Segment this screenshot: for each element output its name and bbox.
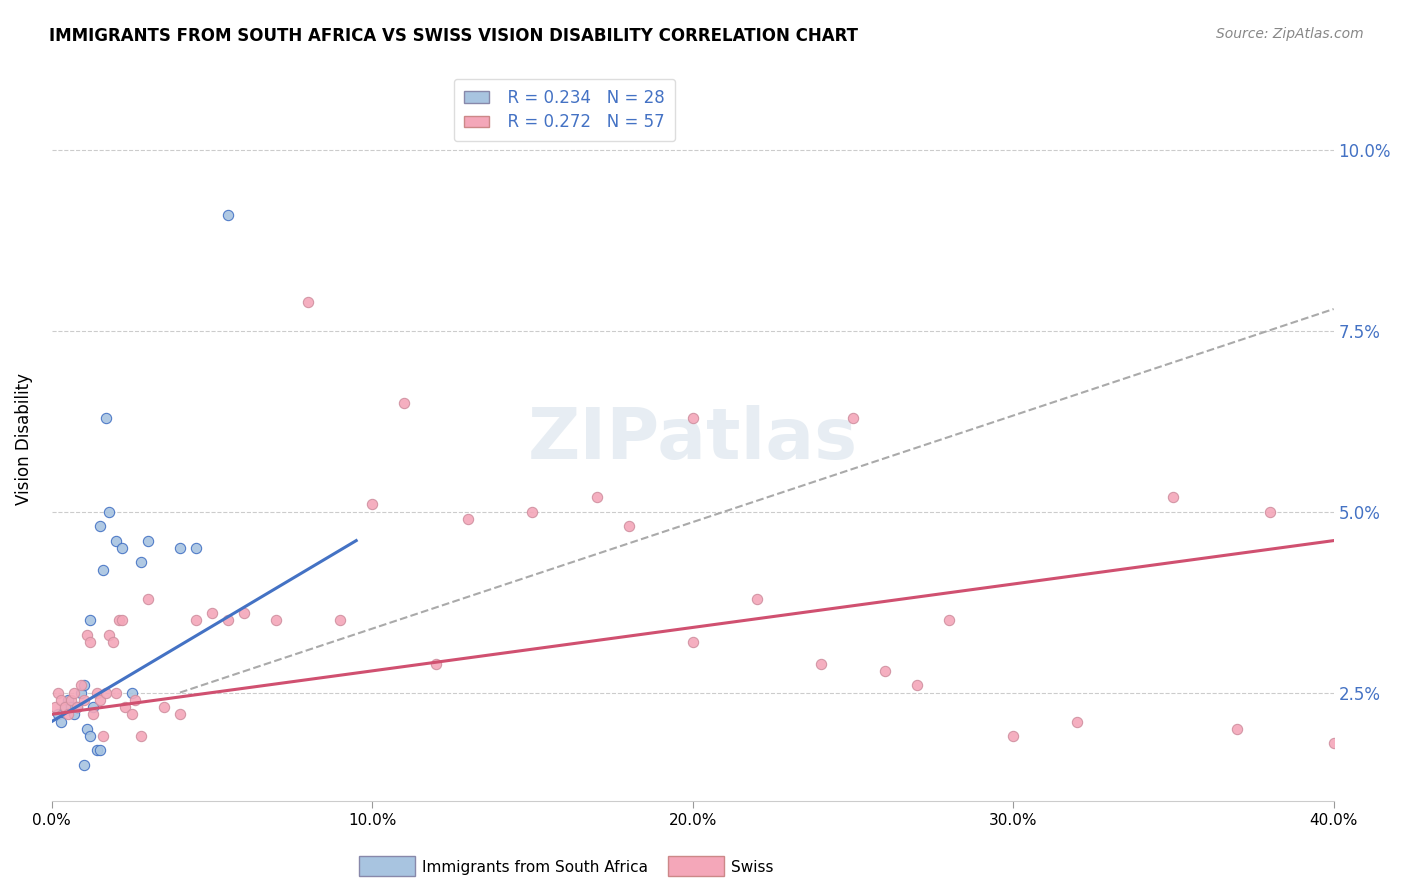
Point <box>873 664 896 678</box>
Point <box>217 208 239 222</box>
Point <box>394 396 416 410</box>
Text: ZIPatlas: ZIPatlas <box>527 405 858 474</box>
Point <box>617 519 640 533</box>
Point <box>59 700 82 714</box>
Point <box>69 685 91 699</box>
Point <box>73 678 96 692</box>
Point <box>1258 505 1281 519</box>
Point <box>264 613 287 627</box>
Point <box>153 700 176 714</box>
Point <box>98 628 121 642</box>
Point <box>111 541 134 555</box>
Point <box>1226 722 1249 736</box>
Point <box>66 700 89 714</box>
Point <box>425 657 447 671</box>
Point <box>89 693 111 707</box>
Point <box>91 729 114 743</box>
Point <box>297 294 319 309</box>
Point <box>73 693 96 707</box>
Point <box>131 555 153 569</box>
Point <box>169 707 191 722</box>
Point <box>104 533 127 548</box>
Point <box>101 635 124 649</box>
Point <box>905 678 928 692</box>
Point <box>69 678 91 692</box>
Point <box>938 613 960 627</box>
Point <box>79 635 101 649</box>
Point <box>89 743 111 757</box>
Point <box>457 512 479 526</box>
Point <box>121 685 143 699</box>
Point <box>121 707 143 722</box>
Text: Source: ZipAtlas.com: Source: ZipAtlas.com <box>1216 27 1364 41</box>
Point <box>73 758 96 772</box>
Point <box>63 685 86 699</box>
Point <box>53 700 76 714</box>
Point <box>682 635 704 649</box>
Point <box>46 707 69 722</box>
Point <box>1323 736 1346 750</box>
Point <box>585 490 607 504</box>
Legend:   R = 0.234   N = 28,   R = 0.272   N = 57: R = 0.234 N = 28, R = 0.272 N = 57 <box>454 78 675 141</box>
Point <box>108 613 131 627</box>
Point <box>745 591 768 606</box>
Point <box>91 563 114 577</box>
Point <box>217 613 239 627</box>
Point <box>79 613 101 627</box>
Point <box>1066 714 1088 729</box>
Point <box>136 591 159 606</box>
Text: Swiss: Swiss <box>731 860 773 874</box>
Point <box>59 693 82 707</box>
Point <box>131 729 153 743</box>
Point <box>51 714 73 729</box>
Point <box>233 606 256 620</box>
Point <box>842 410 865 425</box>
Y-axis label: Vision Disability: Vision Disability <box>15 373 32 505</box>
Point <box>76 628 98 642</box>
Point <box>63 707 86 722</box>
Point <box>89 519 111 533</box>
Point <box>682 410 704 425</box>
Point <box>66 700 89 714</box>
Text: Immigrants from South Africa: Immigrants from South Africa <box>422 860 648 874</box>
Text: IMMIGRANTS FROM SOUTH AFRICA VS SWISS VISION DISABILITY CORRELATION CHART: IMMIGRANTS FROM SOUTH AFRICA VS SWISS VI… <box>49 27 858 45</box>
Point <box>56 693 79 707</box>
Point <box>1002 729 1025 743</box>
Point <box>79 729 101 743</box>
Point <box>184 541 207 555</box>
Point <box>86 743 108 757</box>
Point <box>1163 490 1185 504</box>
Point <box>111 613 134 627</box>
Point <box>114 700 136 714</box>
Point <box>810 657 832 671</box>
Point <box>124 693 146 707</box>
Point <box>86 685 108 699</box>
Point <box>56 707 79 722</box>
Point <box>53 700 76 714</box>
Point <box>184 613 207 627</box>
Point <box>361 497 384 511</box>
Point <box>51 693 73 707</box>
Point <box>82 707 104 722</box>
Point <box>104 685 127 699</box>
Point <box>44 700 66 714</box>
Point <box>522 505 544 519</box>
Point <box>98 505 121 519</box>
Point <box>96 410 118 425</box>
Point <box>96 685 118 699</box>
Point <box>329 613 352 627</box>
Point <box>82 700 104 714</box>
Point <box>201 606 224 620</box>
Point <box>46 685 69 699</box>
Point <box>169 541 191 555</box>
Point <box>136 533 159 548</box>
Point <box>76 722 98 736</box>
